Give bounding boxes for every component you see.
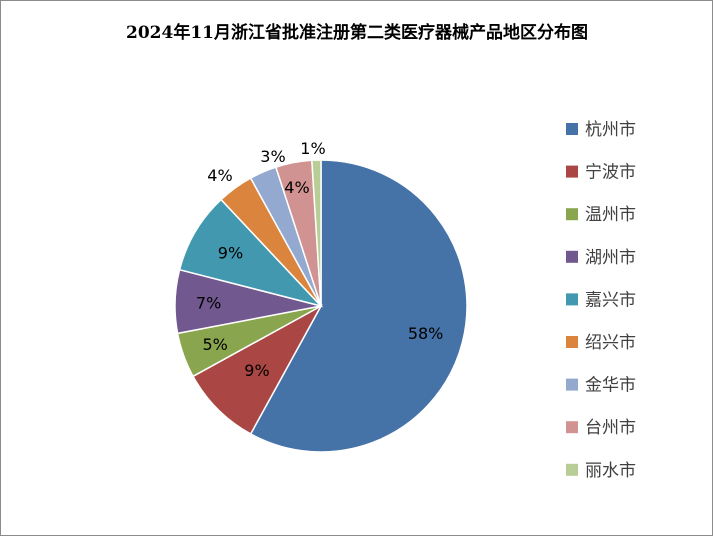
legend-label-1: 杭州市 xyxy=(585,120,636,140)
legend-label-5: 嘉兴市 xyxy=(585,290,636,310)
legend-label-8: 台州市 xyxy=(585,418,636,438)
data-label-8: 4% xyxy=(284,178,309,197)
legend-marker-6 xyxy=(566,336,578,348)
legend-marker-7 xyxy=(566,378,578,391)
data-label-9: 1% xyxy=(300,139,325,158)
data-label-3: 5% xyxy=(203,335,228,354)
pie-data-labels: 58% 9% 5% 7% 9% 4% 3% 4% 1% xyxy=(196,139,443,380)
data-label-5: 9% xyxy=(218,244,243,263)
legend-marker-4 xyxy=(566,250,578,263)
legend-marker-8 xyxy=(566,421,578,434)
legend-label-9: 丽水市 xyxy=(585,461,636,481)
legend-marker-2 xyxy=(566,165,578,178)
legend-label-2: 宁波市 xyxy=(585,163,636,183)
legend-marker-1 xyxy=(566,123,578,135)
pie-slice-5 xyxy=(178,198,324,308)
legend-label-7: 金华市 xyxy=(585,376,636,396)
data-label-1: 58% xyxy=(408,324,444,343)
data-label-7: 3% xyxy=(260,147,285,166)
legend-label-6: 绍兴市 xyxy=(585,333,636,353)
legend-label-4: 湖州市 xyxy=(585,248,636,268)
pie-slices xyxy=(174,159,468,453)
pie-slice-9 xyxy=(311,159,322,307)
pie-slice-2 xyxy=(192,304,323,435)
legend-marker-5 xyxy=(566,293,578,306)
pie-slice-1 xyxy=(249,159,468,453)
data-label-6: 4% xyxy=(207,166,232,185)
legend-marker-9 xyxy=(566,463,578,476)
data-label-4: 7% xyxy=(196,294,221,313)
data-label-2: 9% xyxy=(244,361,269,380)
legend-marker-3 xyxy=(566,208,578,221)
legend-label-3: 温州市 xyxy=(585,205,636,225)
chart-title: 2024年11月浙江省批准注册第二类医疗器械产品地区分布图 xyxy=(126,22,588,43)
